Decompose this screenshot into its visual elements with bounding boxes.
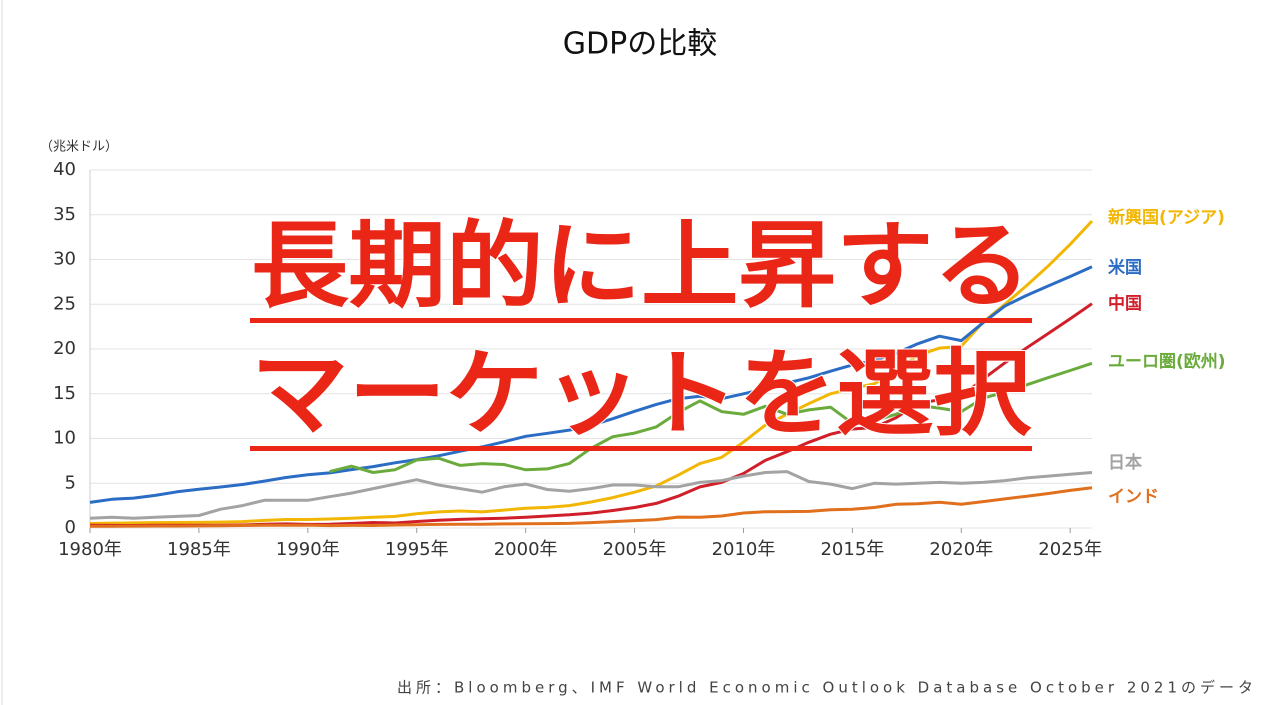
x-tick-label: 1980年 [58,539,122,560]
series-line [89,470,1093,520]
y-tick-label: 20 [53,338,76,359]
legend-label: ユーロ圏(欧州) [1108,351,1226,372]
y-tick-label: 10 [53,428,76,449]
legend-label: 米国 [1108,257,1142,278]
chart-title: GDPの比較 [563,27,717,62]
x-tick-label: 1990年 [276,539,340,560]
x-tick-label: 1985年 [167,539,231,560]
legend-label: 日本 [1108,452,1142,473]
y-tick-label: 40 [53,159,76,180]
legend-label: インド [1108,487,1159,507]
y-tick-label: 35 [53,204,76,225]
plot: 0 5 10 15 20 25 30 35 40 1980年 1985年 1990年 1995年 2000… [53,159,1225,560]
x-tick-label: 2025年 [1038,539,1102,560]
legend-label: 中国 [1108,293,1142,314]
series-line [329,361,1093,474]
series-line [89,265,1093,504]
x-tick-label: 2010年 [712,539,776,560]
x-tick-label: 2000年 [494,539,558,560]
x-tick-label: 2015年 [820,539,884,560]
series-line [89,219,1094,525]
y-tick-label: 5 [65,472,76,493]
legend-label: 新興国(アジア) [1108,207,1225,228]
overlay-underline [250,318,1032,323]
y-axis-unit: （兆米ドル） [40,140,118,155]
overlay-text: マーケットを選択 [251,340,1032,449]
y-tick-label: 0 [65,517,76,538]
y-tick-label: 15 [53,383,76,404]
overlay-underline [250,446,1032,451]
x-tick-label: 1995年 [385,539,449,560]
x-tick-label: 2020年 [929,539,993,560]
series-line [89,486,1093,528]
x-tick-label: 2005年 [603,539,667,560]
overlay-text: 長期的に上昇する [251,212,1031,321]
y-tick-label: 25 [53,293,76,314]
y-tick-label: 30 [53,249,76,270]
source-note: 出所：Bloomberg、IMF World Economic Outlook … [397,679,1257,697]
